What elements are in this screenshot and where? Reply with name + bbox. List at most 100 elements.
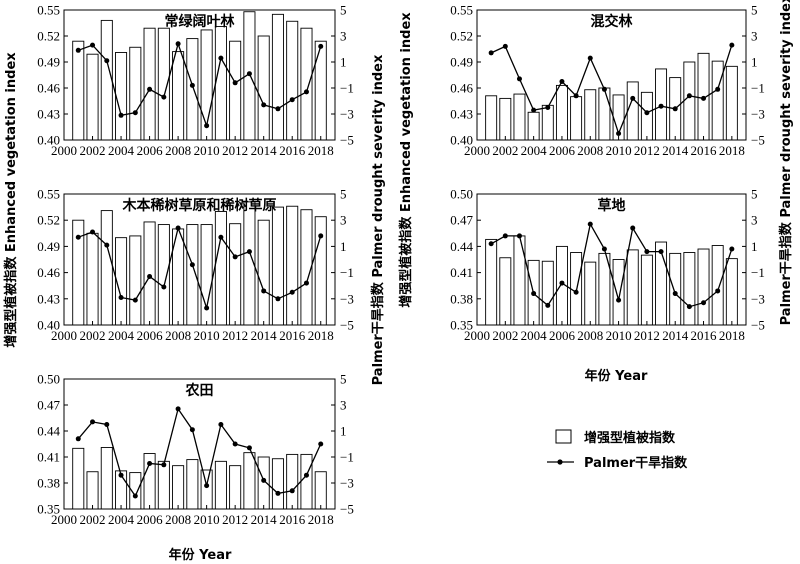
evi-bar [570,252,583,326]
x-tick-label: 2016 [279,512,306,527]
x-tick-label: 2012 [634,328,660,343]
x-tick-label: 2012 [222,328,248,343]
evi-bar [598,87,611,141]
evi-bar [214,460,227,510]
y-tick-label-right: 5 [751,3,758,18]
evi-bar [725,258,738,326]
pdsi-point [218,55,224,61]
evi-bar [570,96,583,141]
pdsi-point [104,58,110,64]
x-tick-label: 2006 [137,143,164,158]
pdsi-point [275,296,281,302]
x-tick-label: 2016 [691,328,718,343]
evi-bar [257,456,270,510]
pdsi-point [601,86,607,92]
pdsi-point [587,221,593,227]
y-tick-label-left: 0.41 [37,450,60,465]
evi-bar [86,53,99,141]
plot-frame [63,193,336,326]
y-tick-label-right: 3 [751,213,758,228]
plot-frame [63,378,336,510]
pdsi-point [261,102,267,108]
pdsi-point [204,483,210,489]
pdsi-point [90,419,96,425]
evi-bar [143,27,156,141]
evi-bar [143,221,156,326]
evi-bar [229,223,242,326]
pdsi-point [701,300,707,306]
pdsi-point [246,71,252,77]
y-tick-label-right: −1 [751,81,765,96]
pdsi-point [132,297,138,303]
pdsi-point [516,233,522,239]
y-tick-label-left: 0.55 [37,3,60,18]
evi-bar [186,38,199,141]
x-tick-label: 2012 [222,143,248,158]
evi-bar [655,241,668,326]
pdsi-point [104,242,110,248]
evi-bar [286,205,299,326]
x-tick-label: 2006 [137,512,164,527]
y-tick-label-right: −5 [340,133,354,148]
pdsi-point [189,262,195,268]
pdsi-point [289,488,295,494]
x-tick-label: 2018 [719,328,745,343]
x-tick-label: 2010 [194,143,220,158]
pdsi-point [516,76,522,82]
y-tick-label-right: −3 [751,291,765,306]
evi-bar [640,91,653,141]
x-tick-label: 2012 [634,143,660,158]
evi-bar [555,84,568,141]
y-tick-label-right: −1 [340,450,354,465]
legend: 增强型植被指数 Palmer干旱指数 [547,429,688,471]
pdsi-point [232,80,238,86]
x-tick-label: 2014 [662,328,689,343]
evi-bar [243,452,256,510]
y-tick-label-left: 0.43 [37,291,60,306]
pdsi-point [218,422,224,427]
pdsi-point [616,297,622,303]
x-tick-label: 2002 [492,143,518,158]
pdsi-point [531,107,537,113]
x-tick-label: 2000 [51,512,77,527]
x-tick-label: 2014 [662,143,689,158]
evi-bar [229,40,242,141]
evi-bar [513,93,526,141]
pdsi-point [175,225,181,231]
x-tick-label: 2014 [251,328,278,343]
y-tick-label-left: 0.43 [37,107,60,122]
x-tick-label: 2004 [108,512,135,527]
x-tick-label: 2004 [108,328,135,343]
x-tick-label: 2006 [137,328,164,343]
y-tick-label-right: 5 [340,372,347,387]
pdsi-point [147,274,153,280]
y-axis-label-right: Palmer干旱指数 Palmer drought severity index [370,54,386,385]
x-tick-label: 2008 [165,143,191,158]
pdsi-line [78,41,322,129]
x-tick-label: 2002 [80,328,106,343]
pdsi-point [686,304,692,310]
evi-bar [485,95,498,141]
x-tick-label: 2012 [222,512,248,527]
x-tick-label: 2016 [691,143,718,158]
x-tick-label: 2018 [308,143,334,158]
pdsi-point [161,284,167,290]
pdsi-point [147,461,153,466]
pdsi-point [686,93,692,99]
x-tick-label: 2014 [251,143,278,158]
x-tick-label: 2008 [165,328,191,343]
evi-bar [300,209,313,326]
y-tick-label-left: 0.52 [37,213,60,228]
plot-frame [476,9,747,141]
y-tick-label-right: −3 [340,291,354,306]
pdsi-point [303,472,309,478]
evi-bar [584,261,597,326]
pdsi-point [488,50,494,56]
pdsi-point [644,249,650,255]
y-tick-label-left: 0.55 [37,187,60,202]
pdsi-point [161,462,167,468]
pdsi-line [77,407,322,498]
y-tick-label-right: 5 [340,187,347,202]
pdsi-point [132,493,138,499]
